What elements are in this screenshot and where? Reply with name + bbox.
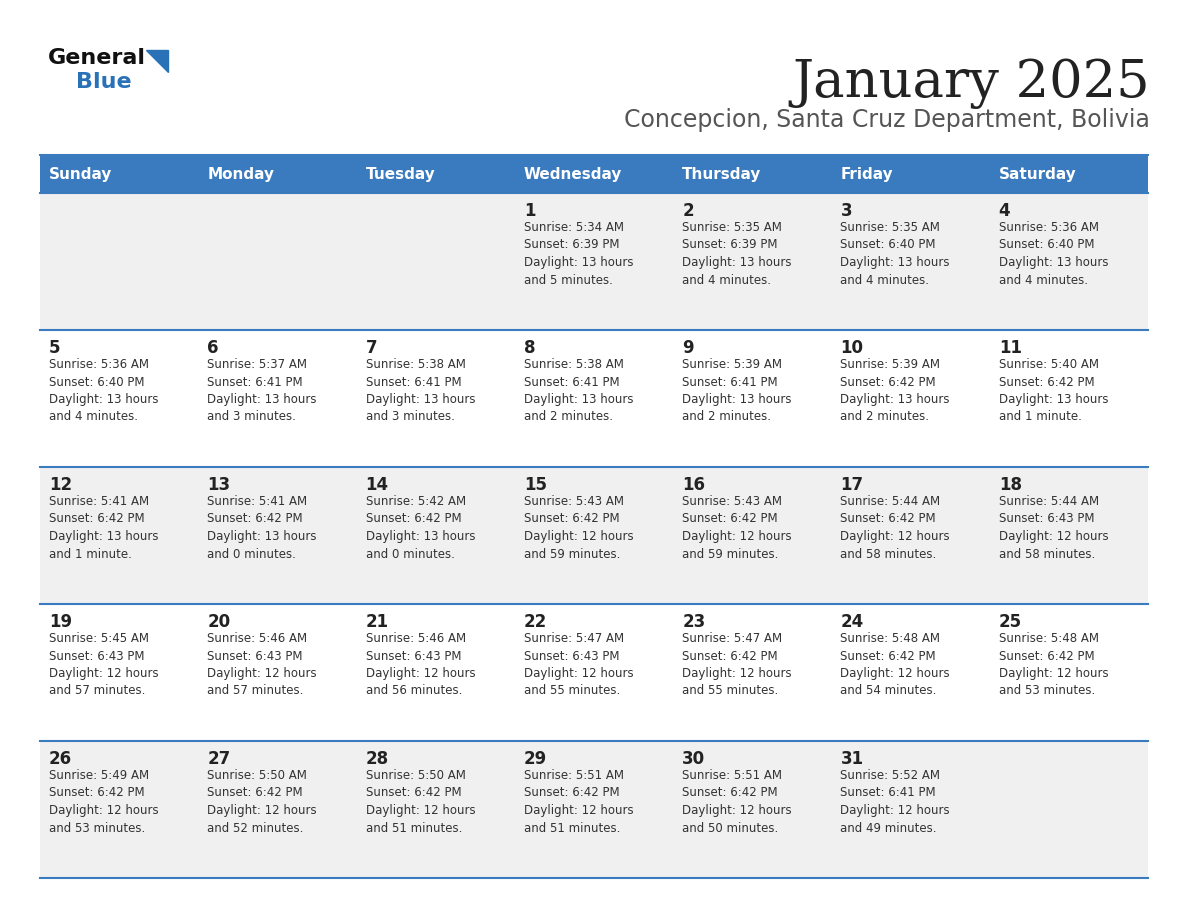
Text: 11: 11 [999,339,1022,357]
Text: Concepcion, Santa Cruz Department, Bolivia: Concepcion, Santa Cruz Department, Boliv… [624,108,1150,132]
Text: Sunrise: 5:39 AM
Sunset: 6:41 PM
Daylight: 13 hours
and 2 minutes.: Sunrise: 5:39 AM Sunset: 6:41 PM Dayligh… [682,358,791,423]
Text: Sunday: Sunday [49,166,113,182]
Text: 16: 16 [682,476,706,494]
Bar [356,155,514,193]
Text: 23: 23 [682,613,706,631]
Text: Sunrise: 5:42 AM
Sunset: 6:42 PM
Daylight: 13 hours
and 0 minutes.: Sunrise: 5:42 AM Sunset: 6:42 PM Dayligh… [366,495,475,561]
Text: 6: 6 [207,339,219,357]
Bar [40,193,1148,330]
Text: Sunrise: 5:44 AM
Sunset: 6:42 PM
Daylight: 12 hours
and 58 minutes.: Sunrise: 5:44 AM Sunset: 6:42 PM Dayligh… [840,495,950,561]
Text: Sunrise: 5:50 AM
Sunset: 6:42 PM
Daylight: 12 hours
and 52 minutes.: Sunrise: 5:50 AM Sunset: 6:42 PM Dayligh… [207,769,317,834]
Text: 21: 21 [366,613,388,631]
Bar [514,155,674,193]
Text: Blue: Blue [76,72,132,92]
Text: Sunrise: 5:51 AM
Sunset: 6:42 PM
Daylight: 12 hours
and 51 minutes.: Sunrise: 5:51 AM Sunset: 6:42 PM Dayligh… [524,769,633,834]
Text: Sunrise: 5:47 AM
Sunset: 6:42 PM
Daylight: 12 hours
and 55 minutes.: Sunrise: 5:47 AM Sunset: 6:42 PM Dayligh… [682,632,791,698]
Bar [40,467,1148,604]
Text: Sunrise: 5:43 AM
Sunset: 6:42 PM
Daylight: 12 hours
and 59 minutes.: Sunrise: 5:43 AM Sunset: 6:42 PM Dayligh… [682,495,791,561]
Text: Sunrise: 5:44 AM
Sunset: 6:43 PM
Daylight: 12 hours
and 58 minutes.: Sunrise: 5:44 AM Sunset: 6:43 PM Dayligh… [999,495,1108,561]
Text: 3: 3 [840,202,852,220]
Text: 20: 20 [207,613,230,631]
Bar [40,330,1148,467]
Text: Sunrise: 5:52 AM
Sunset: 6:41 PM
Daylight: 12 hours
and 49 minutes.: Sunrise: 5:52 AM Sunset: 6:41 PM Dayligh… [840,769,950,834]
Text: Sunrise: 5:40 AM
Sunset: 6:42 PM
Daylight: 13 hours
and 1 minute.: Sunrise: 5:40 AM Sunset: 6:42 PM Dayligh… [999,358,1108,423]
Text: Sunrise: 5:50 AM
Sunset: 6:42 PM
Daylight: 12 hours
and 51 minutes.: Sunrise: 5:50 AM Sunset: 6:42 PM Dayligh… [366,769,475,834]
Text: 30: 30 [682,750,706,768]
Text: Monday: Monday [207,166,274,182]
Text: Friday: Friday [840,166,893,182]
Text: 17: 17 [840,476,864,494]
Text: Sunrise: 5:48 AM
Sunset: 6:42 PM
Daylight: 12 hours
and 54 minutes.: Sunrise: 5:48 AM Sunset: 6:42 PM Dayligh… [840,632,950,698]
Text: Sunrise: 5:41 AM
Sunset: 6:42 PM
Daylight: 13 hours
and 1 minute.: Sunrise: 5:41 AM Sunset: 6:42 PM Dayligh… [49,495,158,561]
Text: 28: 28 [366,750,388,768]
Text: Thursday: Thursday [682,166,762,182]
Text: Sunrise: 5:41 AM
Sunset: 6:42 PM
Daylight: 13 hours
and 0 minutes.: Sunrise: 5:41 AM Sunset: 6:42 PM Dayligh… [207,495,317,561]
Bar [40,741,1148,878]
Text: 8: 8 [524,339,536,357]
Text: Sunrise: 5:36 AM
Sunset: 6:40 PM
Daylight: 13 hours
and 4 minutes.: Sunrise: 5:36 AM Sunset: 6:40 PM Dayligh… [999,221,1108,286]
Text: 10: 10 [840,339,864,357]
Text: 18: 18 [999,476,1022,494]
Bar [198,155,356,193]
Text: 24: 24 [840,613,864,631]
Text: Tuesday: Tuesday [366,166,435,182]
Text: Sunrise: 5:38 AM
Sunset: 6:41 PM
Daylight: 13 hours
and 3 minutes.: Sunrise: 5:38 AM Sunset: 6:41 PM Dayligh… [366,358,475,423]
Text: January 2025: January 2025 [792,58,1150,109]
Text: 9: 9 [682,339,694,357]
Text: 29: 29 [524,750,548,768]
Bar [40,155,198,193]
Text: Wednesday: Wednesday [524,166,623,182]
Text: Sunrise: 5:35 AM
Sunset: 6:40 PM
Daylight: 13 hours
and 4 minutes.: Sunrise: 5:35 AM Sunset: 6:40 PM Dayligh… [840,221,950,286]
Text: Sunrise: 5:38 AM
Sunset: 6:41 PM
Daylight: 13 hours
and 2 minutes.: Sunrise: 5:38 AM Sunset: 6:41 PM Dayligh… [524,358,633,423]
Text: General: General [48,48,146,68]
Text: 31: 31 [840,750,864,768]
Bar [832,155,990,193]
Text: Sunrise: 5:46 AM
Sunset: 6:43 PM
Daylight: 12 hours
and 56 minutes.: Sunrise: 5:46 AM Sunset: 6:43 PM Dayligh… [366,632,475,698]
Text: Sunrise: 5:49 AM
Sunset: 6:42 PM
Daylight: 12 hours
and 53 minutes.: Sunrise: 5:49 AM Sunset: 6:42 PM Dayligh… [49,769,159,834]
Text: Sunrise: 5:51 AM
Sunset: 6:42 PM
Daylight: 12 hours
and 50 minutes.: Sunrise: 5:51 AM Sunset: 6:42 PM Dayligh… [682,769,791,834]
Text: Sunrise: 5:43 AM
Sunset: 6:42 PM
Daylight: 12 hours
and 59 minutes.: Sunrise: 5:43 AM Sunset: 6:42 PM Dayligh… [524,495,633,561]
Text: 7: 7 [366,339,378,357]
Bar [40,604,1148,741]
Text: Sunrise: 5:39 AM
Sunset: 6:42 PM
Daylight: 13 hours
and 2 minutes.: Sunrise: 5:39 AM Sunset: 6:42 PM Dayligh… [840,358,950,423]
Text: Sunrise: 5:48 AM
Sunset: 6:42 PM
Daylight: 12 hours
and 53 minutes.: Sunrise: 5:48 AM Sunset: 6:42 PM Dayligh… [999,632,1108,698]
Text: 26: 26 [49,750,72,768]
Text: 4: 4 [999,202,1010,220]
Text: 12: 12 [49,476,72,494]
Text: 5: 5 [49,339,61,357]
Text: Sunrise: 5:34 AM
Sunset: 6:39 PM
Daylight: 13 hours
and 5 minutes.: Sunrise: 5:34 AM Sunset: 6:39 PM Dayligh… [524,221,633,286]
Bar [990,155,1148,193]
Text: 13: 13 [207,476,230,494]
Text: 2: 2 [682,202,694,220]
Text: Saturday: Saturday [999,166,1076,182]
Text: 14: 14 [366,476,388,494]
Text: Sunrise: 5:37 AM
Sunset: 6:41 PM
Daylight: 13 hours
and 3 minutes.: Sunrise: 5:37 AM Sunset: 6:41 PM Dayligh… [207,358,317,423]
Polygon shape [146,50,168,72]
Text: Sunrise: 5:47 AM
Sunset: 6:43 PM
Daylight: 12 hours
and 55 minutes.: Sunrise: 5:47 AM Sunset: 6:43 PM Dayligh… [524,632,633,698]
Text: 19: 19 [49,613,72,631]
Text: 1: 1 [524,202,536,220]
Text: 22: 22 [524,613,548,631]
Text: 15: 15 [524,476,546,494]
Text: Sunrise: 5:35 AM
Sunset: 6:39 PM
Daylight: 13 hours
and 4 minutes.: Sunrise: 5:35 AM Sunset: 6:39 PM Dayligh… [682,221,791,286]
Text: Sunrise: 5:36 AM
Sunset: 6:40 PM
Daylight: 13 hours
and 4 minutes.: Sunrise: 5:36 AM Sunset: 6:40 PM Dayligh… [49,358,158,423]
Text: 27: 27 [207,750,230,768]
Text: 25: 25 [999,613,1022,631]
Text: Sunrise: 5:45 AM
Sunset: 6:43 PM
Daylight: 12 hours
and 57 minutes.: Sunrise: 5:45 AM Sunset: 6:43 PM Dayligh… [49,632,159,698]
Text: Sunrise: 5:46 AM
Sunset: 6:43 PM
Daylight: 12 hours
and 57 minutes.: Sunrise: 5:46 AM Sunset: 6:43 PM Dayligh… [207,632,317,698]
Bar [674,155,832,193]
